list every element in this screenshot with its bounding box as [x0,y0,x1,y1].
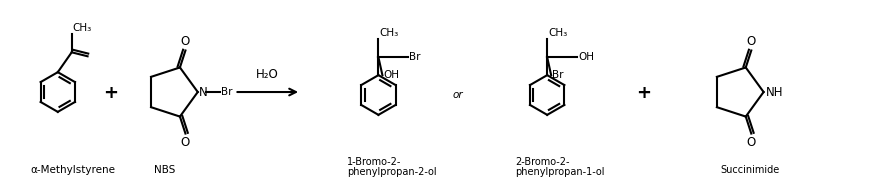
Text: O: O [181,135,190,149]
Text: +: + [103,84,118,102]
Text: O: O [181,36,190,48]
Text: H₂O: H₂O [256,68,279,81]
Text: OH: OH [384,70,399,80]
Text: NH: NH [766,86,783,99]
Text: O: O [746,36,756,48]
Text: N: N [198,86,207,99]
Text: Succinimide: Succinimide [720,165,779,175]
Text: OH: OH [578,52,594,62]
Text: CH₃: CH₃ [548,28,567,38]
Text: or: or [453,90,463,100]
Text: Br: Br [220,87,232,97]
Text: CH₃: CH₃ [379,28,399,38]
Text: 1-Bromo-2-: 1-Bromo-2- [347,158,401,167]
Text: NBS: NBS [154,165,176,175]
Text: phenylpropan-1-ol: phenylpropan-1-ol [516,167,605,177]
Text: CH₃: CH₃ [73,23,92,33]
Text: Br: Br [409,52,420,62]
Text: Br: Br [552,70,564,80]
Text: phenylpropan-2-ol: phenylpropan-2-ol [347,167,436,177]
Text: O: O [746,135,756,149]
Text: +: + [636,84,651,102]
Text: 2-Bromo-2-: 2-Bromo-2- [516,158,570,167]
Text: α-Methylstyrene: α-Methylstyrene [30,165,115,175]
